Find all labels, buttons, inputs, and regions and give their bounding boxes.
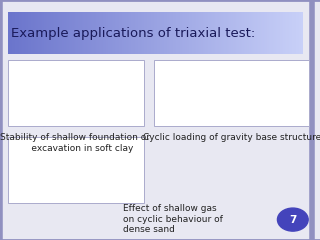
Text: Example applications of triaxial test:: Example applications of triaxial test: [11,26,255,40]
Circle shape [277,208,308,231]
Text: Cyclic loading of gravity base structure: Cyclic loading of gravity base structure [143,133,320,142]
FancyBboxPatch shape [154,60,309,126]
FancyBboxPatch shape [8,60,144,126]
Text: Stability of shallow foundation or
     excavation in soft clay: Stability of shallow foundation or excav… [0,133,150,153]
Text: Effect of shallow gas
on cyclic behaviour of
dense sand: Effect of shallow gas on cyclic behaviou… [123,204,223,234]
Text: 7: 7 [289,215,297,225]
FancyBboxPatch shape [8,137,144,203]
